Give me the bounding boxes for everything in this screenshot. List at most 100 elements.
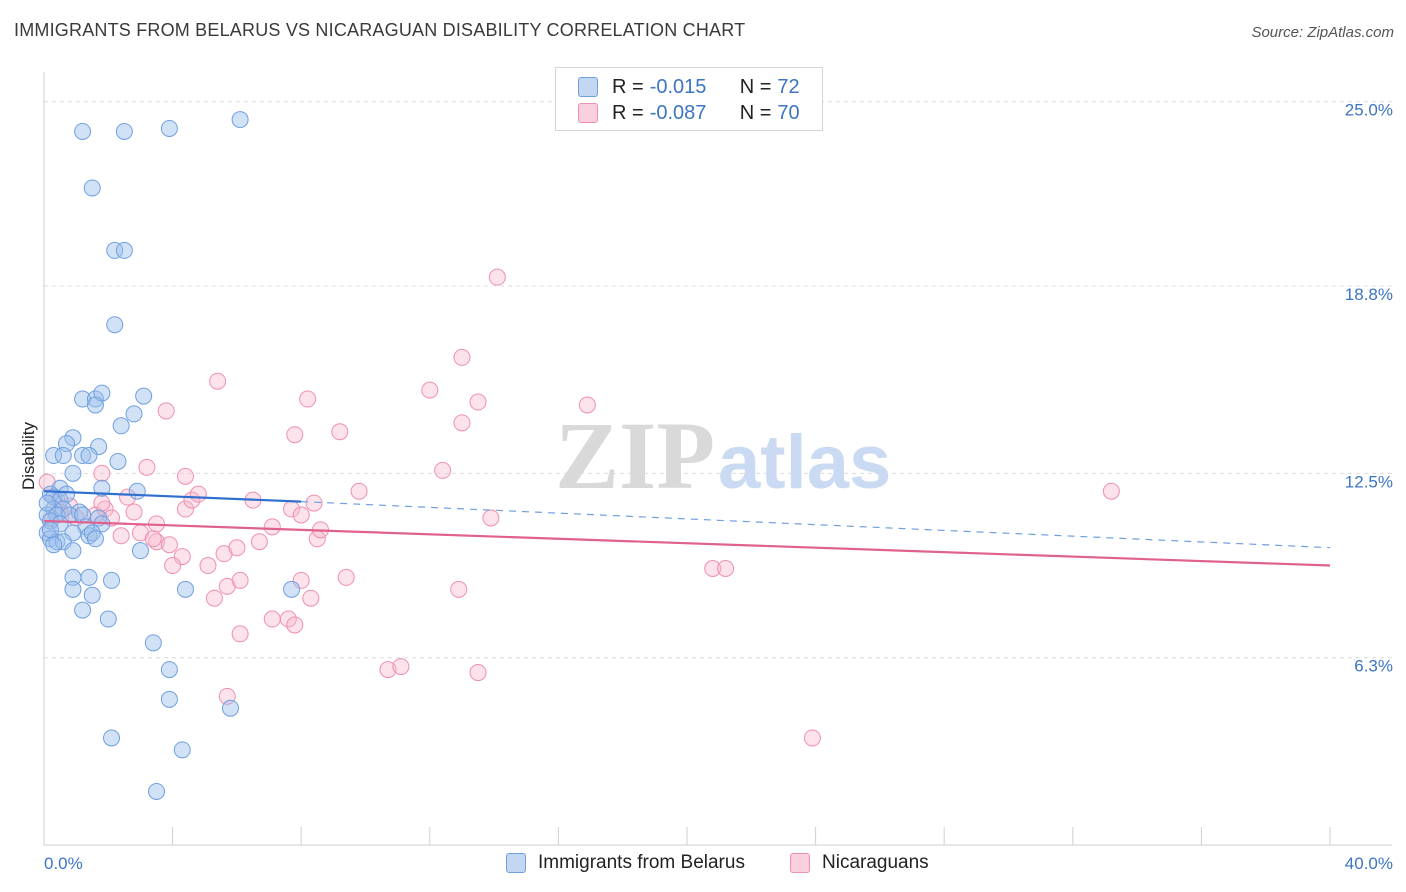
point-nicaraguans[interactable] — [704, 560, 722, 578]
point-nicaraguans[interactable] — [228, 539, 246, 557]
point-belarus[interactable] — [45, 447, 63, 465]
point-belarus[interactable] — [90, 438, 108, 456]
point-nicaraguans[interactable] — [263, 610, 281, 628]
point-belarus[interactable] — [83, 586, 101, 604]
point-nicaraguans[interactable] — [176, 467, 194, 485]
point-nicaraguans[interactable] — [250, 533, 268, 551]
point-belarus[interactable] — [103, 729, 121, 747]
point-nicaraguans[interactable] — [299, 390, 317, 408]
point-nicaraguans[interactable] — [469, 664, 487, 682]
point-belarus[interactable] — [283, 580, 301, 598]
point-nicaraguans[interactable] — [292, 571, 310, 589]
point-belarus[interactable] — [41, 521, 59, 539]
point-belarus[interactable] — [109, 452, 127, 470]
point-belarus[interactable] — [115, 122, 133, 140]
point-nicaraguans[interactable] — [205, 589, 223, 607]
point-nicaraguans[interactable] — [112, 527, 130, 545]
point-belarus[interactable] — [48, 506, 66, 524]
point-nicaraguans[interactable] — [173, 548, 191, 566]
point-belarus[interactable] — [83, 179, 101, 197]
point-belarus[interactable] — [93, 479, 111, 497]
point-belarus[interactable] — [160, 690, 178, 708]
point-nicaraguans[interactable] — [453, 348, 471, 366]
point-belarus[interactable] — [64, 524, 82, 542]
legend-item-belarus[interactable]: Immigrants from Belarus — [506, 852, 745, 874]
legend-item-nicaraguans[interactable]: Nicaraguans — [790, 852, 929, 874]
point-belarus[interactable] — [54, 533, 72, 551]
point-belarus[interactable] — [64, 542, 82, 560]
point-belarus[interactable] — [64, 580, 82, 598]
point-nicaraguans[interactable] — [164, 557, 182, 575]
point-nicaraguans[interactable] — [138, 458, 156, 476]
point-belarus[interactable] — [99, 610, 117, 628]
point-nicaraguans[interactable] — [305, 494, 323, 512]
point-belarus[interactable] — [103, 571, 121, 589]
point-nicaraguans[interactable] — [125, 503, 143, 521]
point-belarus[interactable] — [231, 111, 249, 129]
point-belarus[interactable] — [54, 447, 72, 465]
point-nicaraguans[interactable] — [482, 509, 500, 527]
point-nicaraguans[interactable] — [469, 393, 487, 411]
point-nicaraguans[interactable] — [392, 658, 410, 676]
point-belarus[interactable] — [176, 580, 194, 598]
point-nicaraguans[interactable] — [176, 500, 194, 518]
point-nicaraguans[interactable] — [337, 568, 355, 586]
point-belarus[interactable] — [115, 241, 133, 259]
point-belarus[interactable] — [128, 482, 146, 500]
point-belarus[interactable] — [125, 405, 143, 423]
point-belarus[interactable] — [144, 634, 162, 652]
point-belarus[interactable] — [86, 390, 104, 408]
point-nicaraguans[interactable] — [488, 268, 506, 286]
point-nicaraguans[interactable] — [421, 381, 439, 399]
point-belarus[interactable] — [70, 503, 88, 521]
point-nicaraguans[interactable] — [231, 571, 249, 589]
point-nicaraguans[interactable] — [803, 729, 821, 747]
point-nicaraguans[interactable] — [578, 396, 596, 414]
point-belarus[interactable] — [80, 447, 98, 465]
point-nicaraguans[interactable] — [331, 423, 349, 441]
point-belarus[interactable] — [74, 601, 92, 619]
point-belarus[interactable] — [64, 464, 82, 482]
point-nicaraguans[interactable] — [93, 494, 111, 512]
point-nicaraguans[interactable] — [231, 625, 249, 643]
point-nicaraguans[interactable] — [199, 557, 217, 575]
point-nicaraguans[interactable] — [279, 610, 297, 628]
point-nicaraguans[interactable] — [286, 426, 304, 444]
point-nicaraguans[interactable] — [93, 464, 111, 482]
point-belarus[interactable] — [86, 396, 104, 414]
point-belarus[interactable] — [61, 506, 79, 524]
point-nicaraguans[interactable] — [209, 372, 227, 390]
point-nicaraguans[interactable] — [450, 580, 468, 598]
point-nicaraguans[interactable] — [157, 402, 175, 420]
point-belarus[interactable] — [160, 661, 178, 679]
point-belarus[interactable] — [74, 122, 92, 140]
point-nicaraguans[interactable] — [1102, 482, 1120, 500]
point-belarus[interactable] — [86, 530, 104, 548]
point-belarus[interactable] — [106, 241, 124, 259]
point-nicaraguans[interactable] — [263, 518, 281, 536]
point-belarus[interactable] — [106, 316, 124, 334]
point-nicaraguans[interactable] — [119, 488, 137, 506]
point-nicaraguans[interactable] — [189, 485, 207, 503]
point-belarus[interactable] — [148, 782, 166, 800]
point-belarus[interactable] — [112, 417, 130, 435]
point-nicaraguans[interactable] — [148, 533, 166, 551]
point-belarus[interactable] — [38, 494, 56, 512]
point-belarus[interactable] — [45, 536, 63, 554]
point-belarus[interactable] — [173, 741, 191, 759]
point-belarus[interactable] — [51, 515, 69, 533]
point-nicaraguans[interactable] — [292, 506, 310, 524]
point-nicaraguans[interactable] — [379, 661, 397, 679]
point-belarus[interactable] — [74, 447, 92, 465]
point-belarus[interactable] — [160, 119, 178, 137]
point-nicaraguans[interactable] — [453, 414, 471, 432]
point-belarus[interactable] — [131, 542, 149, 560]
point-nicaraguans[interactable] — [350, 482, 368, 500]
point-nicaraguans[interactable] — [103, 509, 121, 527]
point-belarus[interactable] — [135, 387, 153, 405]
point-nicaraguans[interactable] — [286, 616, 304, 634]
point-nicaraguans[interactable] — [144, 530, 162, 548]
point-belarus[interactable] — [58, 485, 76, 503]
point-nicaraguans[interactable] — [302, 589, 320, 607]
point-nicaraguans[interactable] — [160, 536, 178, 554]
